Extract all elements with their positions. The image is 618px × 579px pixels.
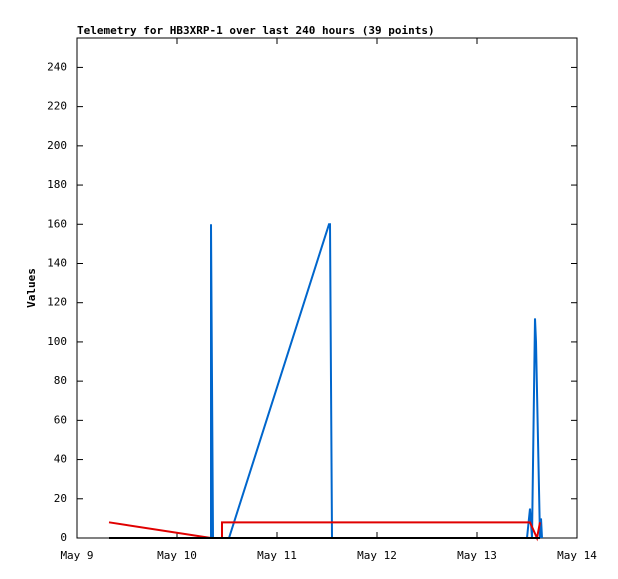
- y-tick-label: 140: [47, 256, 67, 269]
- y-tick-label: 60: [54, 413, 67, 426]
- y-tick-label: 100: [47, 335, 67, 348]
- x-tick-label: May 10: [157, 549, 197, 562]
- x-tick-label: May 9: [60, 549, 93, 562]
- y-tick-label: 80: [54, 374, 67, 387]
- x-tick-label: May 13: [457, 549, 497, 562]
- y-tick-label: 220: [47, 100, 67, 113]
- x-tick-label: May 14: [557, 549, 597, 562]
- y-tick-label: 120: [47, 296, 67, 309]
- x-tick-label: May 12: [357, 549, 397, 562]
- y-tick-label: 160: [47, 217, 67, 230]
- y-tick-label: 200: [47, 139, 67, 152]
- y-tick-label: 20: [54, 492, 67, 505]
- chart-title: Telemetry for HB3XRP-1 over last 240 hou…: [77, 24, 435, 37]
- y-tick-label: 240: [47, 60, 67, 73]
- y-tick-label: 40: [54, 453, 67, 466]
- y-tick-label: 180: [47, 178, 67, 191]
- y-tick-label: 0: [60, 531, 67, 544]
- x-tick-label: May 11: [257, 549, 297, 562]
- y-axis-label: Values: [25, 268, 38, 308]
